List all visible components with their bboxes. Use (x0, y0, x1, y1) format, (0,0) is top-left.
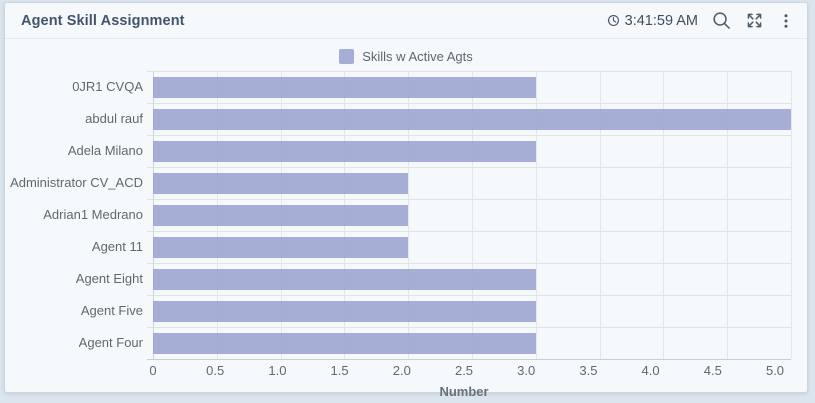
chart-body: 0JR1 CVQA abdul rauf Adela Milano Administr… (5, 71, 792, 360)
plot-area (147, 71, 792, 360)
gridline-horizontal (147, 359, 791, 360)
y-axis-label: Agent Five (80, 303, 143, 318)
y-axis-labels: 0JR1 CVQA abdul rauf Adela Milano Administr… (5, 71, 153, 359)
y-axis-label: Agent 11 (91, 239, 143, 254)
bar[interactable] (153, 268, 536, 290)
search-icon (711, 10, 732, 31)
y-axis-label: Agent Four (78, 335, 143, 350)
y-axis-label: Adela Milano (67, 143, 143, 158)
bar[interactable] (153, 76, 536, 98)
bars-layer (153, 71, 791, 359)
expand-icon (745, 11, 764, 30)
x-tick-label: 4.0 (641, 363, 660, 378)
y-axis-label: Adrian1 Medrano (43, 207, 143, 222)
header-toolbar: 3:41:59 AM (606, 10, 795, 31)
bar-row (153, 135, 791, 167)
history-clock-icon (606, 13, 621, 28)
x-tick-label: 1.5 (330, 363, 349, 378)
kebab-menu-icon (777, 12, 795, 30)
gridline-vertical (472, 71, 473, 359)
bar-row (153, 103, 791, 135)
bar-row (153, 231, 791, 263)
bar-row (153, 167, 791, 199)
x-tick-label: 2.0 (392, 363, 411, 378)
x-tick-label: 4.5 (703, 363, 722, 378)
legend-label: Skills w Active Agts (362, 48, 473, 64)
last-refresh-time: 3:41:59 AM (606, 13, 698, 29)
more-options-button[interactable] (777, 12, 795, 30)
gridline-vertical (791, 71, 792, 359)
widget-title: Agent Skill Assignment (21, 12, 185, 29)
bar-row (153, 263, 791, 295)
gridline-horizontal (147, 167, 791, 168)
x-tick-label: 2.5 (454, 363, 474, 378)
bar[interactable] (153, 332, 536, 354)
gridline-vertical (599, 71, 601, 359)
x-tick-label: 3.0 (517, 363, 536, 378)
gridline-horizontal (147, 103, 791, 104)
bar-chart: 0JR1 CVQA abdul rauf Adela Milano Administr… (5, 65, 807, 399)
bar-row (153, 295, 791, 327)
gridline-vertical (535, 71, 537, 359)
gridline-horizontal (147, 135, 791, 136)
legend-item[interactable]: Skills w Active Agts (339, 48, 473, 64)
y-axis-label: Agent Eight (75, 271, 143, 286)
y-axis-label: 0JR1 CVQA (72, 79, 143, 94)
y-axis-label: abdul rauf (85, 111, 143, 126)
search-button[interactable] (711, 10, 732, 31)
chart-legend: Skills w Active Agts (5, 39, 807, 65)
x-tick-label: 0 (149, 363, 157, 378)
legend-swatch (339, 48, 355, 64)
bar[interactable] (153, 172, 409, 194)
gridline-vertical (408, 71, 410, 359)
refresh-time-text: 3:41:59 AM (624, 12, 698, 29)
gridline-vertical (727, 71, 729, 359)
bar[interactable] (153, 140, 536, 162)
y-axis-label: Administrator CV_ACD (10, 175, 143, 190)
gridline-horizontal (147, 327, 791, 328)
widget-card: Agent Skill Assignment 3:41:59 AM (4, 2, 808, 399)
bar[interactable] (153, 236, 409, 258)
gridline-horizontal (147, 199, 791, 200)
x-tick-label: 5.0 (765, 363, 785, 378)
bar-row (153, 199, 791, 231)
gridline-horizontal (147, 263, 791, 264)
x-axis-ticks: 0 0.5 1.0 1.5 2.0 2.5 3.0 3.5 4.0 4.5 5.0 (149, 363, 784, 381)
x-tick-label: 1.0 (268, 363, 287, 378)
bar[interactable] (153, 108, 791, 130)
bar-row (153, 327, 791, 359)
x-tick-label: 3.5 (579, 363, 598, 378)
widget-header: Agent Skill Assignment 3:41:59 AM (5, 3, 807, 39)
x-tick-label: 0.5 (206, 363, 225, 378)
gridline-vertical (663, 71, 665, 359)
bar[interactable] (153, 300, 536, 322)
bar[interactable] (153, 204, 409, 226)
gridline-horizontal (147, 231, 791, 232)
maximize-button[interactable] (745, 11, 764, 30)
gridline-horizontal (147, 295, 791, 296)
gridline-horizontal (147, 71, 791, 72)
x-axis-title: Number (439, 384, 489, 399)
bar-row (153, 71, 791, 103)
